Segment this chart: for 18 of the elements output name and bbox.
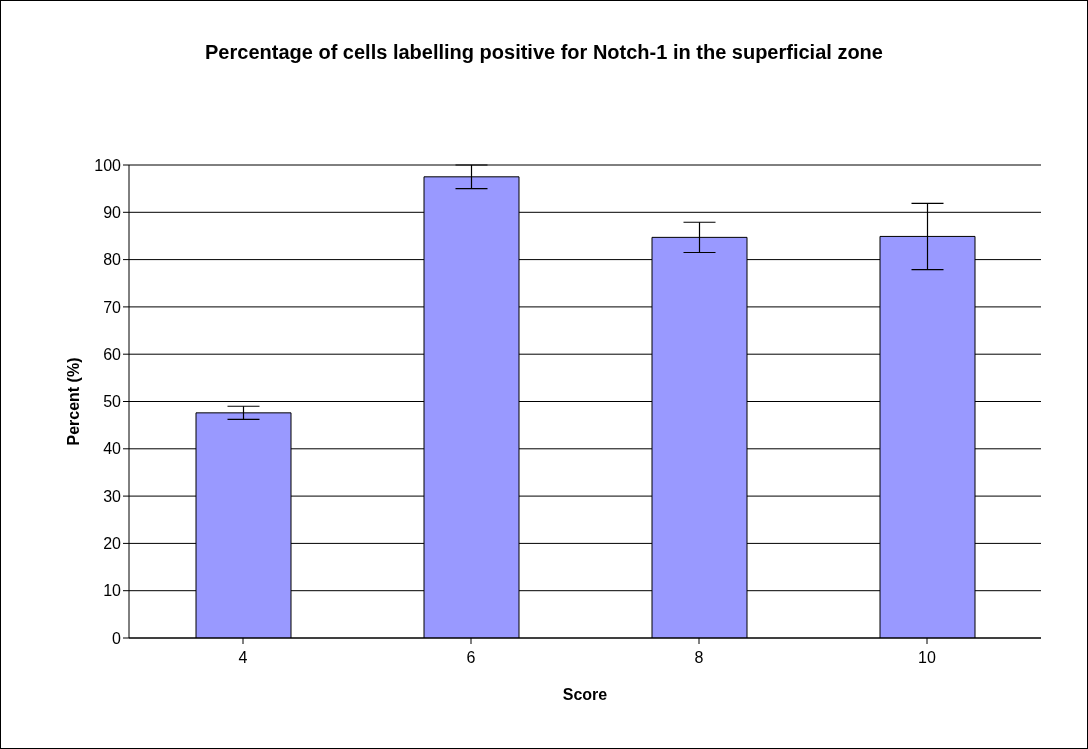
y-tick-label: 100 — [94, 156, 122, 174]
y-axis-title: Percent (%) — [64, 357, 82, 446]
y-tick-label: 50 — [103, 393, 122, 411]
y-tick-label: 60 — [103, 345, 122, 363]
x-axis-title: Score — [562, 686, 608, 703]
y-tick-label: 30 — [103, 487, 122, 505]
y-tick-label: 0 — [112, 629, 122, 647]
x-tick-label: 6 — [466, 649, 476, 667]
y-tick-label: 40 — [103, 440, 122, 458]
y-tick-label: 20 — [103, 535, 122, 553]
x-tick-label: 10 — [918, 649, 936, 667]
y-tick-label: 10 — [103, 582, 122, 600]
x-tick-label: 8 — [694, 649, 704, 667]
x-tick-label: 4 — [238, 649, 248, 667]
y-tick-label: 90 — [103, 203, 122, 221]
chart-title: Percentage of cells labelling positive for Notch-1 in the superficial zone — [204, 40, 884, 65]
y-tick-label: 70 — [103, 298, 122, 316]
y-tick-label: 80 — [103, 251, 122, 269]
